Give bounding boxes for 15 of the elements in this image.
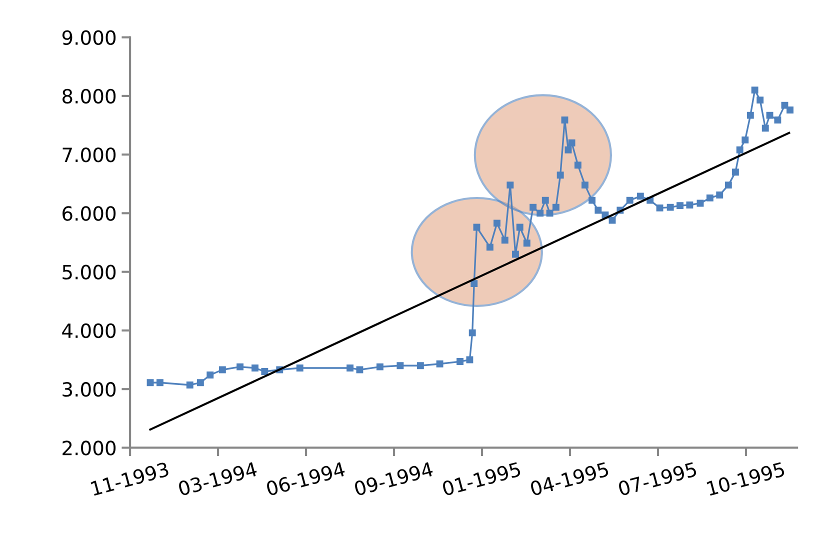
y-tick-label: 4.000 xyxy=(62,323,116,338)
y-tick-label: 3.000 xyxy=(62,382,116,397)
y-tick-label: 5.000 xyxy=(62,264,116,280)
x-tick-label: 03-1994 xyxy=(178,462,258,496)
x-tick-label: 09-1994 xyxy=(354,462,434,496)
x-tick-label: 06-1994 xyxy=(266,462,346,496)
y-tick-label: 6.000 xyxy=(62,206,116,221)
x-tick-label: 07-1995 xyxy=(618,462,698,496)
x-tick-label: 01-1995 xyxy=(442,462,522,496)
y-tick-label: 2.000 xyxy=(62,440,116,456)
y-tick-label: 8.000 xyxy=(62,88,116,104)
y-tick-label: 7.000 xyxy=(62,148,116,162)
x-tick-label: 11-1993 xyxy=(90,462,170,496)
y-tick-label: 9.000 xyxy=(62,30,116,45)
x-tick-label: 04-1995 xyxy=(530,462,610,496)
